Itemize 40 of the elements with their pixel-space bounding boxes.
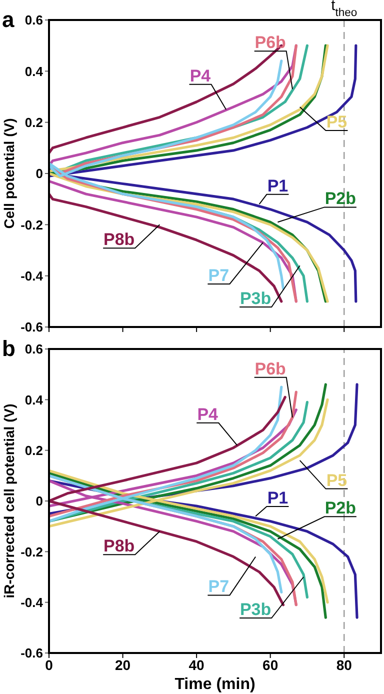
x-axis-title: Time (min) bbox=[174, 676, 256, 693]
text: P7 bbox=[208, 266, 230, 285]
text: P2b bbox=[324, 498, 356, 518]
text: P2b bbox=[324, 189, 356, 208]
chart-title: a bbox=[2, 7, 14, 32]
ref-line-label: t$_{theo}$ bbox=[331, 0, 358, 19]
series-label: P1 bbox=[267, 176, 288, 196]
x-tick-label: 60 bbox=[262, 656, 278, 673]
y-tick-label: 0 bbox=[36, 166, 43, 182]
y-tick-label: -0.6 bbox=[20, 320, 43, 335]
y-tick-label: -0.6 bbox=[20, 646, 43, 661]
x-tick-label: 40 bbox=[188, 656, 205, 673]
series-label: P5 bbox=[326, 470, 348, 490]
series-label: P8b bbox=[103, 230, 135, 250]
x-tick-label: 80 bbox=[336, 656, 352, 673]
y-tick-label: 0.4 bbox=[24, 392, 44, 408]
series-label: P6b bbox=[254, 359, 286, 378]
series-label: P5 bbox=[326, 112, 348, 132]
chart-title: b bbox=[2, 336, 16, 361]
text: P4 bbox=[197, 404, 219, 424]
y-tick-label: 0.6 bbox=[24, 342, 43, 357]
text: P7 bbox=[208, 577, 230, 596]
y-tick-label: -0.2 bbox=[20, 544, 43, 560]
y-axis-title: Cell potential (V) bbox=[0, 118, 17, 229]
series-label: P6b bbox=[254, 33, 286, 52]
x-tick-label: 20 bbox=[114, 656, 131, 673]
y-tick-label: -0.4 bbox=[20, 268, 44, 284]
series-label: P1 bbox=[267, 488, 288, 508]
y-tick-label: 0.2 bbox=[24, 114, 43, 130]
series-label: P8b bbox=[103, 536, 135, 556]
y-tick-label: 0 bbox=[36, 494, 43, 509]
text: P3b bbox=[240, 600, 272, 619]
y-tick-label: -0.2 bbox=[20, 217, 43, 232]
y-axis-title: iR-corrected cell potential (V) bbox=[0, 404, 17, 598]
y-tick-label: -0.4 bbox=[20, 594, 44, 610]
series-label: P4 bbox=[190, 66, 212, 86]
y-tick-label: 0.4 bbox=[24, 64, 44, 79]
series-label: P3b bbox=[240, 288, 272, 308]
y-tick-label: 0.2 bbox=[24, 442, 43, 458]
y-tick-label: 0.6 bbox=[24, 12, 43, 28]
